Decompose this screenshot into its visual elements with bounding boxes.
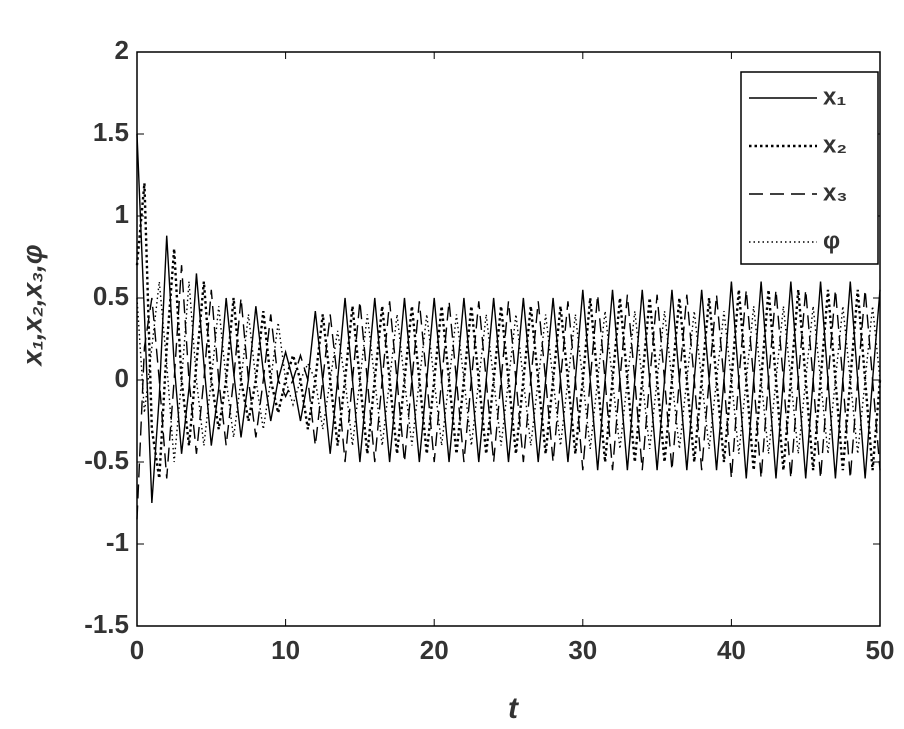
legend-label: x₃: [823, 179, 847, 206]
legend-label: φ: [823, 227, 840, 254]
x-axis-label: t: [508, 692, 520, 725]
series-line: [136, 281, 881, 463]
plot-frame: [136, 51, 881, 627]
y-tick-label: -1: [106, 527, 129, 557]
legend-label: x₁: [823, 83, 846, 110]
y-tick-label: 0.5: [93, 281, 129, 311]
series-line: [136, 133, 881, 504]
legend-label: x₂: [823, 131, 847, 158]
y-tick-label: 1.5: [93, 117, 129, 147]
y-tick-label: 0: [115, 363, 129, 393]
x-tick-label: 0: [130, 635, 144, 665]
x-tick-label: 40: [717, 635, 746, 665]
x-tick-label: 10: [271, 635, 300, 665]
series-line: [135, 183, 882, 479]
y-tick-label: 1: [115, 199, 129, 229]
y-tick-label: -1.5: [84, 609, 129, 639]
y-axis-label: x₁,x₂,x₃,φ: [16, 244, 47, 367]
x-tick-label: 50: [866, 635, 895, 665]
series-line: [136, 265, 881, 520]
y-tick-label: 2: [115, 35, 129, 65]
y-tick-label: -0.5: [84, 445, 129, 475]
x-tick-label: 30: [568, 635, 597, 665]
legend-box: [740, 71, 879, 265]
x-tick-label: 20: [420, 635, 449, 665]
